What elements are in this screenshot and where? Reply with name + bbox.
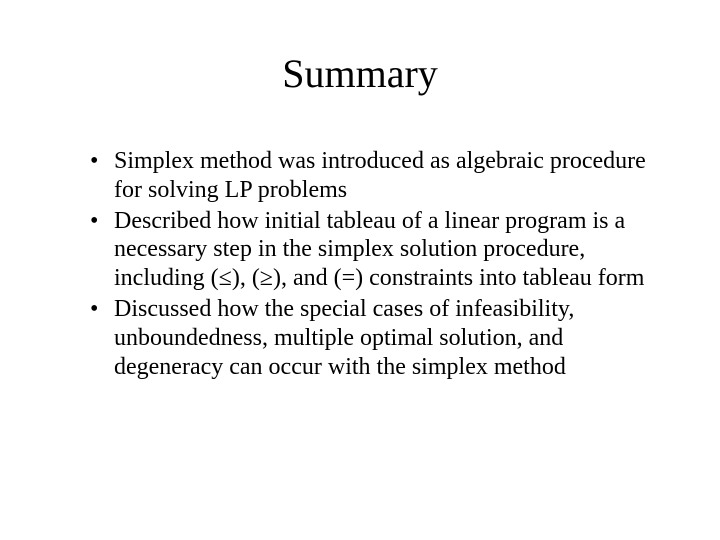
- slide-title: Summary: [60, 50, 660, 97]
- bullet-item: Simplex method was introduced as algebra…: [90, 147, 660, 205]
- bullet-item: Discussed how the special cases of infea…: [90, 295, 660, 381]
- bullet-list: Simplex method was introduced as algebra…: [60, 147, 660, 381]
- slide-container: Summary Simplex method was introduced as…: [0, 0, 720, 540]
- bullet-item: Described how initial tableau of a linea…: [90, 207, 660, 293]
